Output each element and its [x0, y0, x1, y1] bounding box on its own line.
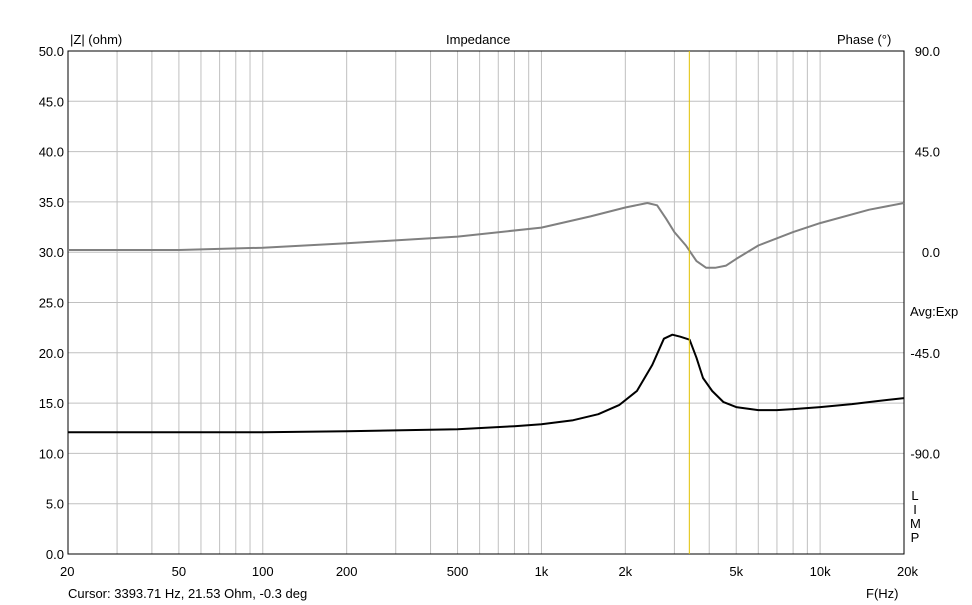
x-axis-title: F(Hz): [866, 586, 899, 601]
y-tick-label: 45.0: [39, 94, 64, 109]
x-tick-label: 1k: [535, 564, 549, 579]
chart-title: Impedance: [446, 32, 511, 47]
y2-tick-label: 45.0: [915, 145, 940, 160]
x-tick-label: 100: [252, 564, 274, 579]
right-axis-title: Phase (°): [837, 32, 892, 47]
y-tick-label: 50.0: [39, 44, 64, 59]
axis-ticks: 0.0 5.0 10.0 15.0 20.0 25.0 30.0 35.0 40.0 45.0 50…: [39, 44, 940, 579]
data-series: [68, 202, 905, 434]
limp-letter-i: I: [913, 502, 917, 517]
x-tick-label: 10k: [810, 564, 831, 579]
x-tick-label: 500: [447, 564, 469, 579]
impedance-curve: [68, 333, 905, 434]
x-tick-label: 2k: [618, 564, 632, 579]
plot-frame: [67, 50, 905, 555]
phase-curve: [68, 202, 905, 269]
y-tick-label: 35.0: [39, 195, 64, 210]
grid-lines: [68, 51, 904, 554]
cursor-readout: Cursor: 3393.71 Hz, 21.53 Ohm, -0.3 deg: [68, 586, 308, 601]
x-tick-label: 200: [336, 564, 358, 579]
x-tick-label: 5k: [729, 564, 743, 579]
y2-tick-label: 90.0: [915, 44, 940, 59]
y-tick-label: 30.0: [39, 245, 64, 260]
limp-letter-p: P: [910, 530, 920, 545]
y-tick-label: 10.0: [39, 446, 64, 461]
y2-tick-label: -45.0: [910, 346, 940, 361]
x-tick-label: 50: [172, 564, 186, 579]
x-tick-label: 20: [60, 564, 74, 579]
limp-letter-m: M: [910, 516, 921, 531]
y-tick-label: 0.0: [46, 547, 64, 562]
y2-tick-label: -90.0: [910, 446, 940, 461]
y-tick-label: 20.0: [39, 346, 64, 361]
x-tick-label: 20k: [897, 564, 918, 579]
y-tick-label: 15.0: [39, 396, 64, 411]
limp-letter-l: L: [911, 488, 919, 503]
y-tick-label: 40.0: [39, 145, 64, 160]
y-tick-label: 25.0: [39, 296, 64, 311]
left-axis-title: |Z| (ohm): [70, 32, 123, 47]
y-tick-label: 5.0: [46, 497, 64, 512]
averaging-label: Avg:Exp: [910, 304, 959, 319]
y2-tick-label: 0.0: [922, 245, 940, 260]
